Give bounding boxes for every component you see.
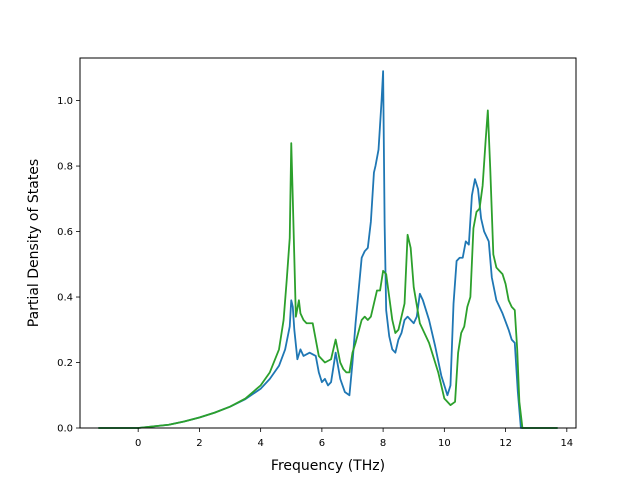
plot-frame	[79, 57, 577, 429]
x-tick-label: 12	[499, 438, 512, 449]
y-tick-label: 0.2	[57, 358, 73, 369]
series-layer	[98, 70, 558, 429]
y-tick-label: 0.0	[57, 424, 73, 435]
x-tick-label: 8	[380, 438, 386, 449]
x-tick-label: 2	[196, 438, 202, 449]
series-line-2	[98, 109, 558, 429]
y-tick-label: 1.0	[57, 96, 73, 107]
series-line-1	[98, 70, 558, 429]
plot-background	[80, 58, 576, 428]
y-axis-label: Partial Density of States	[26, 159, 42, 327]
x-axis: 0 2 4 6 8 10 12 14	[135, 428, 573, 449]
x-tick-label: 10	[438, 438, 451, 449]
x-tick-label: 4	[257, 438, 263, 449]
y-tick-label: 0.8	[57, 162, 73, 173]
x-tick-label: 14	[560, 438, 573, 449]
x-tick-label: 0	[135, 438, 141, 449]
x-axis-label: Frequency (THz)	[271, 458, 385, 474]
y-tick-label: 0.4	[57, 293, 73, 304]
y-axis: 0.0 0.2 0.4 0.6 0.8 1.0	[57, 96, 80, 435]
x-tick-label: 6	[319, 438, 325, 449]
y-tick-label: 0.6	[57, 227, 73, 238]
